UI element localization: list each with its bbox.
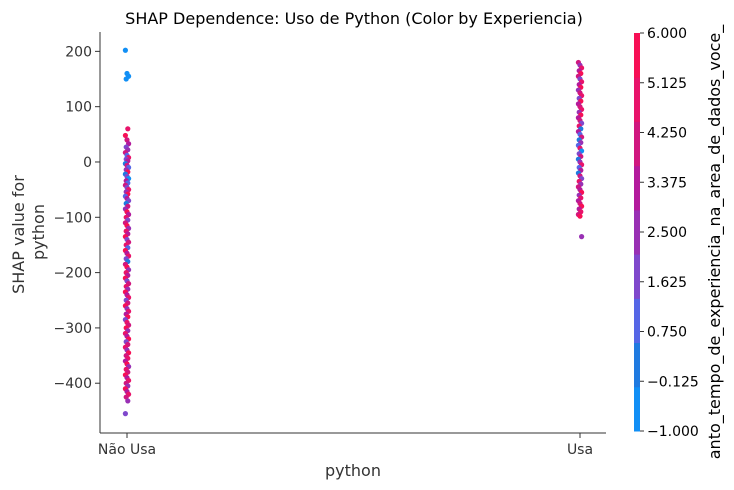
data-point xyxy=(123,76,129,82)
y-tick-label: −100 xyxy=(54,210,92,226)
colorbar-tick-label: 4.250 xyxy=(647,126,687,142)
colorbar-segment xyxy=(634,77,640,122)
colorbar-label: anto_tempo_de_experiencia_na_area_de_dad… xyxy=(705,24,725,460)
x-axis-title: python xyxy=(325,461,381,480)
colorbar-tick-label: 5.125 xyxy=(647,76,687,92)
colorbar-segment xyxy=(634,165,640,211)
colorbar-segment xyxy=(634,386,640,432)
y-tick-label: 100 xyxy=(65,100,92,116)
y-axis-title-line-2: python xyxy=(29,204,48,260)
x-tick-label: Não Usa xyxy=(98,442,156,458)
colorbar-segment xyxy=(634,33,640,78)
colorbar-segment xyxy=(634,298,640,344)
points-layer xyxy=(122,47,585,417)
data-point xyxy=(122,132,128,139)
y-tick-label: −200 xyxy=(54,266,92,282)
colorbar-segment xyxy=(634,209,640,255)
data-point xyxy=(125,398,131,404)
data-point xyxy=(577,213,583,219)
x-tick-label: Usa xyxy=(567,442,593,458)
data-point xyxy=(579,234,585,240)
colorbar-tick-label: 2.500 xyxy=(647,225,687,241)
colorbar-tick-label: 0.750 xyxy=(647,325,687,341)
y-axis-title: SHAP value for python xyxy=(9,170,48,294)
data-point xyxy=(122,47,128,53)
data-point xyxy=(122,411,128,417)
colorbar-tick-label: 3.375 xyxy=(647,175,687,191)
colorbar-tick-label: −1.000 xyxy=(647,424,699,440)
colorbar-segment xyxy=(634,342,640,388)
data-point xyxy=(125,126,131,132)
y-tick-label: −400 xyxy=(54,376,92,392)
colorbar-tick-label: 6.000 xyxy=(647,26,687,42)
y-axis-title-line-1: SHAP value for xyxy=(9,175,28,294)
x-ticks: Não Usa Usa xyxy=(98,433,593,458)
y-tick-label: 200 xyxy=(65,44,92,60)
colorbar-tick-label: 1.625 xyxy=(647,275,687,291)
y-tick-label: −300 xyxy=(54,321,92,337)
colorbar-tick-label: −0.125 xyxy=(647,374,699,390)
colorbar: 6.000 5.125 4.250 3.375 2.500 1.625 0.750 −0.12… xyxy=(634,26,699,440)
colorbar-segment xyxy=(634,121,640,167)
y-ticks: 200 100 0 −100 −200 −300 −400 xyxy=(54,44,100,392)
y-tick-label: 0 xyxy=(83,155,92,171)
chart-title: SHAP Dependence: Uso de Python (Color by… xyxy=(125,9,583,28)
colorbar-segment xyxy=(634,254,640,299)
